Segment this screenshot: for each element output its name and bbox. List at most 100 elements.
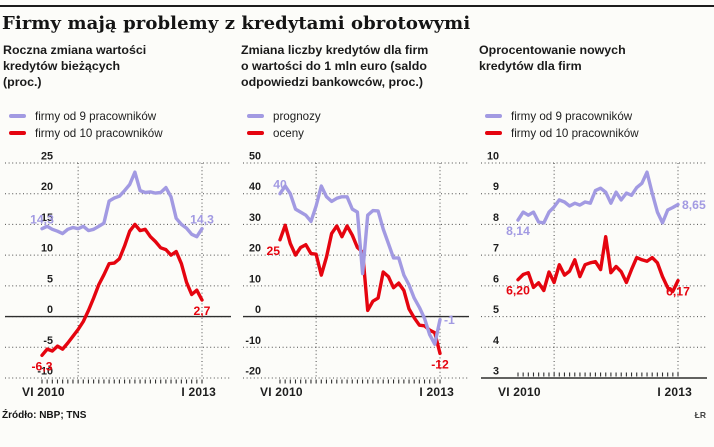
series-line-prognozy: [278, 184, 442, 346]
x-axis-start-label: VI 2010: [22, 385, 65, 399]
chart-subtitle-line: kredytów dla firm: [479, 58, 582, 73]
legend-item-oceny: oceny: [247, 125, 472, 142]
legend-label: firmy od 9 pracowników: [511, 109, 633, 123]
y-axis-tick-label: 10: [41, 242, 53, 254]
legend-label: oceny: [273, 126, 304, 140]
source-note: Źródło: NBP; TNS: [2, 409, 87, 421]
y-axis-tick-label: 5: [47, 273, 53, 285]
legend-item-firmy-od-9-pracownik-w: firmy od 9 pracowników: [9, 108, 234, 125]
legend-swatch-icon: [9, 131, 26, 136]
y-axis-tick-label: 0: [47, 304, 53, 316]
legend-label: firmy od 10 pracowników: [511, 126, 639, 140]
chart-subtitle-line: odpowiedzi bankowców, proc.): [241, 74, 423, 89]
y-axis-tick-label: 50: [249, 150, 261, 162]
series-line-firmy-od-10-pracownik-w: [516, 234, 680, 293]
chart-subtitle: Roczna zmiana wartości kredytów bieżących…: [3, 42, 234, 108]
legend-swatch-icon: [247, 131, 264, 136]
series-line-firmy-od-9-pracownik-w: [516, 170, 680, 225]
x-axis-end-label: I 2013: [657, 385, 692, 399]
series-lines: [40, 170, 204, 357]
month-ticks: [279, 379, 441, 384]
x-axis-start-label: VI 2010: [498, 385, 541, 399]
series-line-firmy-od-9-pracownik-w: [40, 170, 204, 239]
chart-legend: firmy od 9 pracowników firmy od 10 pracow…: [479, 108, 710, 146]
chart-legend: prognozy oceny: [241, 108, 472, 146]
chart-canvas-2: 50 40 30 20 10 0 -10 -20 40 -1 25 -12 VI 2010 I 2013: [243, 150, 469, 399]
x-axis-labels: VI 2010 I 2013: [498, 385, 692, 399]
footer: Źródło: NBP; TNS ŁR: [2, 410, 711, 421]
legend-item-firmy-od-9-pracownik-w: firmy od 9 pracowników: [485, 108, 710, 125]
y-axis-tick-label: 5: [493, 304, 499, 316]
y-axis-tick-label: 15: [41, 212, 53, 224]
y-axis-tick-label: 8: [493, 212, 499, 224]
top-rule: [0, 5, 714, 7]
legend-swatch-icon: [485, 131, 502, 136]
y-axis-tick-label: -10: [37, 365, 53, 377]
chart-subtitle-line: kredytów bieżących: [3, 58, 121, 73]
y-axis-tick-label: 20: [41, 181, 53, 193]
value-labels: 40 -1 25 -12: [266, 178, 455, 372]
month-ticks: [41, 379, 203, 384]
chart-subtitle-line: Oprocentowanie nowych: [479, 42, 626, 57]
legend-swatch-icon: [485, 114, 502, 119]
x-axis-end-label: I 2013: [181, 385, 216, 399]
y-axis-tick-label: 10: [487, 150, 499, 162]
y-axis-tick-label: -10: [245, 335, 261, 347]
chart-panel-2: Zmiana liczby kredytów dla firm o wartośc…: [238, 42, 476, 408]
chart-subtitle: Zmiana liczby kredytów dla firm o wartośc…: [241, 42, 472, 108]
y-axis-tick-label: -5: [43, 335, 53, 347]
value-label-firmy-od-9-pracownik-w-start: 14,3: [30, 213, 54, 227]
legend-item-firmy-od-10-pracownik-w: firmy od 10 pracowników: [485, 125, 710, 142]
chart-legend: firmy od 9 pracowników firmy od 10 pracow…: [3, 108, 234, 146]
chart-panel-1: Roczna zmiana wartości kredytów bieżących…: [0, 42, 238, 408]
y-axis-tick-label: -20: [245, 365, 261, 377]
infographic-page: Firmy mają problemy z kredytami obrotowy…: [0, 5, 714, 447]
legend-item-prognozy: prognozy: [247, 108, 472, 125]
legend-swatch-icon: [247, 114, 264, 119]
y-axis-tick-label: 3: [493, 365, 499, 377]
page-title: Firmy mają problemy z kredytami obrotowy…: [2, 13, 471, 34]
chart-subtitle: Oprocentowanie nowych kredytów dla firm: [479, 42, 710, 108]
value-label-firmy-od-9-pracownik-w-start: 8,14: [506, 224, 530, 238]
legend-label: firmy od 9 pracowników: [35, 109, 157, 123]
value-labels: 14,3 14,3 -6,3 2,7: [30, 213, 214, 374]
value-label-firmy-od-10-pracownik-w-end: 2,7: [194, 304, 211, 318]
y-axis-tick-label: 6: [493, 273, 499, 285]
legend-label: firmy od 10 pracowników: [35, 126, 163, 140]
credit-initials: ŁR: [694, 409, 706, 420]
y-axis-tick-label: 20: [249, 242, 261, 254]
value-labels: 8,14 8,65 6,20 6,17: [506, 198, 706, 299]
chart-subtitle-line: Roczna zmiana wartości: [3, 42, 147, 57]
gridlines: 50 40 30 20 10 0 -10 -20: [243, 150, 469, 379]
y-axis-tick-label: 4: [493, 335, 499, 347]
y-axis-tick-label: 10: [249, 273, 261, 285]
x-axis-end-label: I 2013: [419, 385, 454, 399]
x-axis-labels: VI 2010 I 2013: [22, 385, 216, 399]
series-lines: [278, 184, 442, 355]
gridlines: 25 20 15 10 5 0 -5 -10: [5, 150, 231, 379]
y-axis-tick-label: 25: [41, 150, 53, 162]
value-label-oceny-end: -12: [431, 357, 449, 371]
x-axis-labels: VI 2010 I 2013: [260, 385, 454, 399]
legend-label: prognozy: [273, 109, 321, 123]
month-ticks: [517, 372, 679, 377]
legend-item-firmy-od-10-pracownik-w: firmy od 10 pracowników: [9, 125, 234, 142]
y-axis-tick-label: 0: [255, 304, 261, 316]
charts-row: Roczna zmiana wartości kredytów bieżących…: [0, 42, 714, 408]
chart-canvas-3: 10 9 8 7 6 5 4 3 8,14 8,65 6,20 6,17 VI 2010 I 2013: [481, 150, 707, 399]
series-line-firmy-od-10-pracownik-w: [40, 222, 204, 357]
chart-subtitle-line: Zmiana liczby kredytów dla firm: [241, 42, 429, 57]
series-lines: [516, 170, 680, 293]
value-label-prognozy-start: 40: [273, 178, 287, 192]
chart-canvas-1: 25 20 15 10 5 0 -5 -10 14,3 14,3 -6,3 2,7 VI 2010 I 2…: [5, 150, 231, 399]
value-label-firmy-od-10-pracownik-w-end: 6,17: [666, 284, 690, 298]
value-label-firmy-od-10-pracownik-w-start: -6,3: [31, 359, 52, 373]
legend-swatch-icon: [9, 114, 26, 119]
y-axis-tick-label: 7: [493, 242, 499, 254]
y-axis-tick-label: 9: [493, 181, 499, 193]
y-axis-tick-label: 40: [249, 181, 261, 193]
x-axis-start-label: VI 2010: [260, 385, 303, 399]
chart-panel-3: Oprocentowanie nowych kredytów dla firm f…: [476, 42, 714, 408]
chart-subtitle-line: o wartości do 1 mln euro (saldo: [241, 58, 427, 73]
gridlines: 10 9 8 7 6 5 4 3: [481, 150, 707, 378]
